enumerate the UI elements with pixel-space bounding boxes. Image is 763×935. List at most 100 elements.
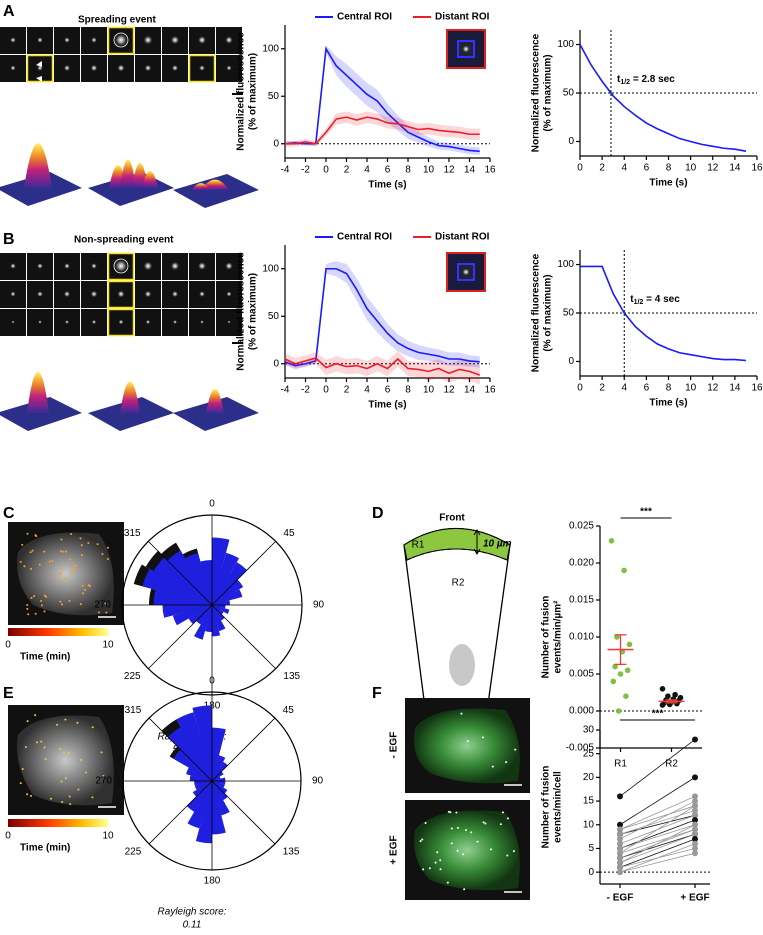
y-tick-label: 0.020 <box>569 558 594 569</box>
y-axis-label: Number of fusion <box>541 766 552 849</box>
y-tick-label: -0.005 <box>566 743 595 754</box>
fusion-dot <box>79 603 82 606</box>
rose-wedge <box>212 589 243 605</box>
fusion-dot <box>482 821 485 824</box>
x-axis-label: Time (s) <box>368 400 406 411</box>
x-tick-label: 10 <box>685 163 697 174</box>
vesicle <box>38 320 42 324</box>
fusion-dot <box>80 554 83 557</box>
data-point <box>692 845 698 852</box>
vesicle <box>90 64 98 72</box>
pair-line <box>619 824 696 864</box>
data-point <box>617 835 623 842</box>
rose-wedge <box>172 605 212 626</box>
vesicle <box>118 319 124 325</box>
data-point <box>608 538 615 544</box>
x-tick-label: 2 <box>344 385 350 396</box>
colorbar <box>8 628 108 636</box>
fusion-dot <box>38 563 41 566</box>
rose-wedge <box>212 781 228 794</box>
fusion-dot <box>26 607 29 610</box>
fusion-dot <box>21 543 24 546</box>
y-tick-label: 15 <box>583 796 595 807</box>
annotation-text: = 4 sec <box>643 294 680 305</box>
panel-label: C <box>3 505 15 522</box>
x-tick-label: 0 <box>323 385 329 396</box>
rose-wedge <box>212 781 225 788</box>
fusion-dot <box>64 777 67 780</box>
x-axis-label: Time (s) <box>649 398 687 409</box>
fusion-dot <box>102 775 105 778</box>
highlight-box <box>107 26 135 55</box>
vesicle <box>198 64 206 72</box>
y-tick-label: 100 <box>557 39 574 50</box>
fusion-dot <box>484 822 487 825</box>
fusion-dot <box>434 861 437 864</box>
surface-base <box>0 172 82 206</box>
fusion-dot <box>476 840 479 843</box>
vesicle <box>143 261 153 271</box>
vesicle <box>63 290 71 298</box>
fusion-dot <box>26 603 29 606</box>
x-tick-label: 0 <box>577 163 583 174</box>
series-line <box>284 357 481 376</box>
vesicle <box>10 65 16 71</box>
x-tick-label: 8 <box>666 383 672 394</box>
pair-line <box>619 805 696 830</box>
vesicle <box>10 263 16 269</box>
annotation-subscript: 1/2 <box>620 79 630 86</box>
fusion-dot <box>59 747 62 750</box>
data-point <box>692 802 698 809</box>
data-point <box>614 634 620 640</box>
vesicle <box>64 37 70 43</box>
data-point <box>617 859 623 866</box>
y-axis-label: (% of maximum) <box>543 54 554 131</box>
y-tick-label: 0 <box>568 356 574 367</box>
x-tick-label: R2 <box>665 759 678 770</box>
fusion-dot <box>100 751 103 754</box>
pair-line <box>619 739 696 797</box>
x-tick-label: 12 <box>707 163 719 174</box>
rose-wedge <box>153 589 212 605</box>
fusion-dot <box>70 571 73 574</box>
vesicle <box>197 35 207 45</box>
x-tick-label: -4 <box>281 385 290 396</box>
fusion-dot <box>34 714 37 717</box>
rose-wedge <box>176 712 212 781</box>
vesicle <box>37 263 43 269</box>
vesicle <box>225 262 233 270</box>
polar-tick-label: 315 <box>125 705 142 716</box>
fusion-dot <box>512 850 515 853</box>
vesicle <box>144 290 152 298</box>
fusion-dot <box>506 854 509 857</box>
x-tick-label: 10 <box>423 385 435 396</box>
annotation: t1/2 = 4 sec <box>630 294 680 306</box>
polar-tick-label: 90 <box>312 776 324 787</box>
panel-label: B <box>3 231 15 248</box>
fusion-dot <box>422 868 425 871</box>
fusion-dot <box>74 564 77 567</box>
rose-wedge <box>212 776 221 781</box>
fusion-dot <box>30 596 33 599</box>
data-point <box>692 835 698 842</box>
data-point <box>617 864 623 871</box>
cell-body <box>414 810 520 891</box>
x-tick-label: 0 <box>577 383 583 394</box>
y-tick-label: 100 <box>557 259 574 270</box>
nucleus <box>449 644 475 686</box>
rose-wedge <box>187 781 212 829</box>
error-band <box>285 261 480 369</box>
pair-line <box>619 824 696 849</box>
polar-tick-label: 180 <box>204 876 221 887</box>
y-tick-label: 0.015 <box>569 595 594 606</box>
y-axis-label: Normalized fluorescence <box>531 33 542 152</box>
x-tick-label: 12 <box>707 383 719 394</box>
fusion-dot <box>450 827 453 830</box>
x-tick-label: -2 <box>301 165 310 176</box>
polar-spoke <box>148 541 213 606</box>
highlight-box <box>188 54 216 83</box>
y-axis-label: Normalized fluorescence <box>236 252 247 371</box>
data-point <box>672 691 678 698</box>
pair-line <box>619 800 696 840</box>
fusion-dot <box>57 576 60 579</box>
